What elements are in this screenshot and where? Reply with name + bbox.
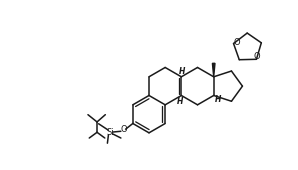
Text: O: O bbox=[233, 38, 240, 47]
Polygon shape bbox=[212, 63, 215, 77]
Text: Si: Si bbox=[107, 128, 115, 137]
Text: O: O bbox=[253, 52, 260, 61]
Text: H: H bbox=[179, 67, 185, 76]
Text: O: O bbox=[121, 125, 127, 134]
Text: H: H bbox=[215, 95, 221, 104]
Text: H: H bbox=[177, 97, 183, 106]
